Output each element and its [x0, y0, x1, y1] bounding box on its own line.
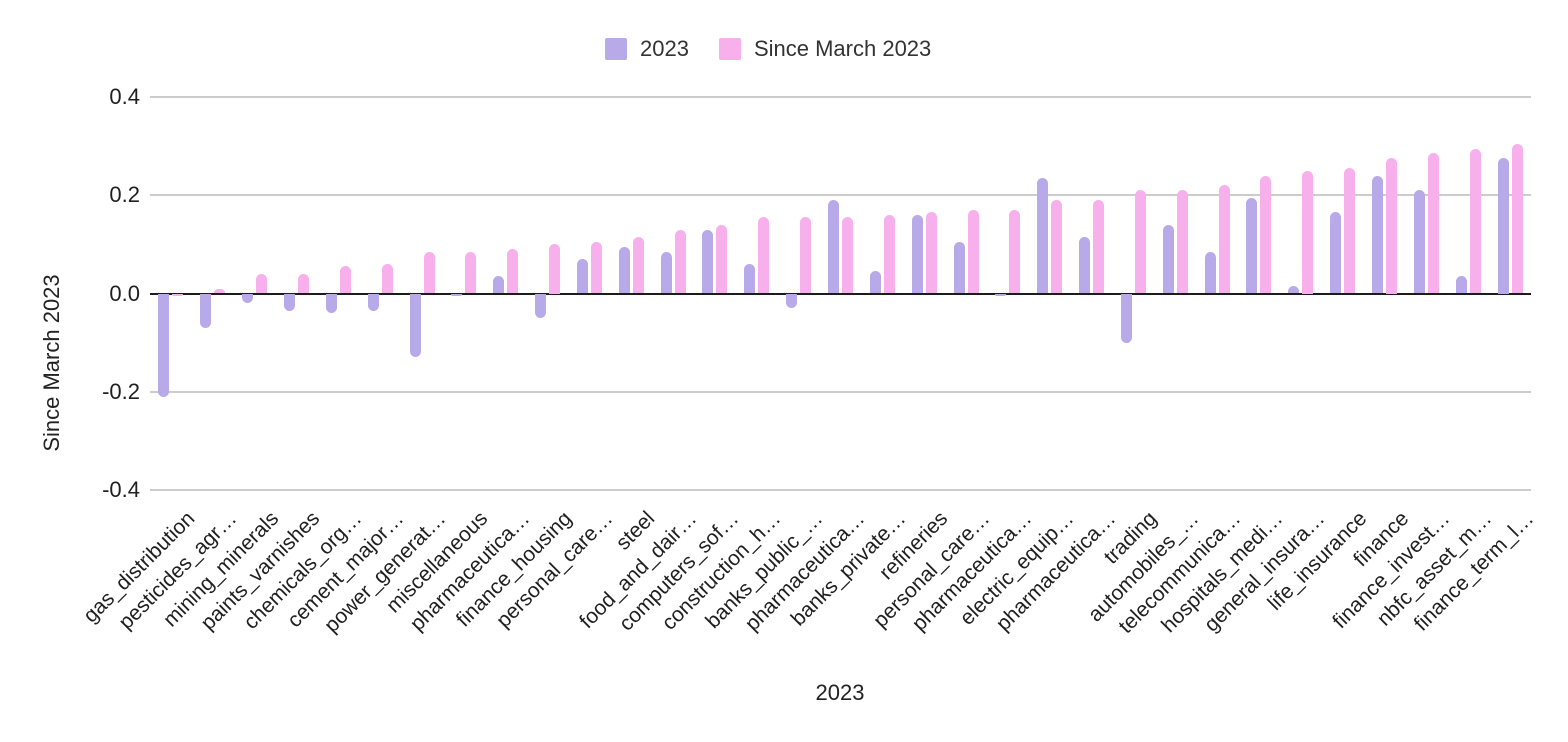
bar-since-march-2023[interactable] — [1009, 209, 1021, 294]
bar-since-march-2023[interactable] — [1134, 190, 1146, 294]
bar-since-march-2023[interactable] — [758, 217, 770, 294]
bar-since-march-2023[interactable] — [883, 214, 895, 294]
y-axis-tick-label: -0.2 — [102, 378, 140, 404]
bar-since-march-2023[interactable] — [1218, 185, 1230, 294]
y-axis-tick-label: 0.0 — [109, 280, 140, 306]
y-axis-tick-label: 0.2 — [109, 182, 140, 208]
legend-label-since-march-2023: Since March 2023 — [753, 36, 932, 61]
bar-2023[interactable] — [744, 264, 756, 294]
bar-2023[interactable] — [1497, 158, 1509, 294]
bar-2023[interactable] — [242, 293, 254, 304]
bar-since-march-2023[interactable] — [590, 241, 602, 294]
bar-since-march-2023[interactable] — [507, 249, 519, 294]
bar-since-march-2023[interactable] — [1469, 148, 1481, 294]
legend-swatch-since-march-2023 — [718, 38, 741, 60]
bar-since-march-2023[interactable] — [716, 224, 728, 294]
bar-since-march-2023[interactable] — [423, 251, 435, 294]
bar-2023[interactable] — [325, 293, 337, 314]
bar-since-march-2023[interactable] — [214, 288, 226, 294]
legend-swatch-2023 — [605, 38, 627, 60]
bar-since-march-2023[interactable] — [465, 251, 477, 294]
bar-2023[interactable] — [618, 246, 630, 294]
bar-2023[interactable] — [995, 293, 1007, 296]
bar-since-march-2023[interactable] — [339, 266, 351, 294]
legend: 2023 Since March 2023 — [605, 36, 931, 62]
bar-2023[interactable] — [1079, 237, 1091, 294]
bar-since-march-2023[interactable] — [674, 229, 686, 294]
bar-since-march-2023[interactable] — [1051, 200, 1063, 294]
bar-since-march-2023[interactable] — [1386, 158, 1398, 294]
bar-since-march-2023[interactable] — [1511, 143, 1523, 294]
legend-item-since-march-2023[interactable]: Since March 2023 — [718, 36, 932, 62]
bar-2023[interactable] — [786, 293, 798, 309]
bar-2023[interactable] — [576, 259, 588, 294]
y-axis-tick-label: -0.4 — [102, 477, 140, 502]
bar-since-march-2023[interactable] — [172, 293, 184, 296]
legend-label-2023: 2023 — [640, 36, 689, 61]
bar-2023[interactable] — [828, 200, 839, 294]
gridline — [150, 96, 1531, 98]
bar-2023[interactable] — [409, 293, 421, 358]
bar-2023[interactable] — [283, 293, 295, 311]
legend-item-2023[interactable]: 2023 — [605, 36, 689, 62]
bar-2023[interactable] — [1246, 197, 1258, 294]
bar-2023[interactable] — [535, 293, 547, 319]
bar-2023[interactable] — [1372, 175, 1384, 294]
bar-2023[interactable] — [869, 271, 881, 294]
bar-since-march-2023[interactable] — [800, 217, 812, 294]
bar-since-march-2023[interactable] — [297, 273, 309, 294]
bar-2023[interactable] — [1455, 276, 1467, 294]
bar-2023[interactable] — [1413, 190, 1425, 294]
y-axis-tick-label: 0.4 — [109, 84, 140, 109]
bar-since-march-2023[interactable] — [925, 212, 937, 294]
bar-2023[interactable] — [1037, 178, 1049, 294]
bar-2023[interactable] — [660, 251, 672, 294]
bar-2023[interactable] — [1204, 251, 1216, 294]
bar-since-march-2023[interactable] — [549, 244, 561, 294]
bar-since-march-2023[interactable] — [1302, 170, 1314, 294]
zero-baseline — [150, 292, 1531, 295]
bar-2023[interactable] — [702, 229, 714, 294]
bar-2023[interactable] — [1120, 293, 1132, 343]
bar-2023[interactable] — [493, 276, 505, 294]
bar-since-march-2023[interactable] — [256, 273, 268, 294]
bar-2023[interactable] — [953, 241, 965, 294]
bar-2023[interactable] — [451, 293, 463, 296]
x-axis-title: 2023 — [815, 680, 865, 705]
bar-since-march-2023[interactable] — [1427, 153, 1439, 294]
gridline — [150, 390, 1531, 393]
bar-2023[interactable] — [200, 293, 212, 328]
bar-2023[interactable] — [1330, 212, 1342, 294]
bar-2023[interactable] — [1288, 286, 1300, 294]
bar-2023[interactable] — [158, 293, 170, 397]
bar-2023[interactable] — [911, 214, 923, 294]
bar-since-march-2023[interactable] — [1260, 175, 1272, 294]
bar-since-march-2023[interactable] — [381, 264, 393, 294]
bar-since-march-2023[interactable] — [1176, 190, 1188, 294]
bar-since-march-2023[interactable] — [842, 217, 853, 294]
bar-2023[interactable] — [1162, 224, 1174, 294]
bar-since-march-2023[interactable] — [1093, 200, 1105, 294]
bar-since-march-2023[interactable] — [1344, 168, 1356, 294]
bar-2023[interactable] — [367, 293, 379, 311]
bar-since-march-2023[interactable] — [967, 209, 979, 294]
gridline — [150, 194, 1531, 197]
gridline — [150, 489, 1531, 491]
y-axis-title: Since March 2023 — [39, 274, 64, 452]
bar-since-march-2023[interactable] — [632, 237, 644, 294]
